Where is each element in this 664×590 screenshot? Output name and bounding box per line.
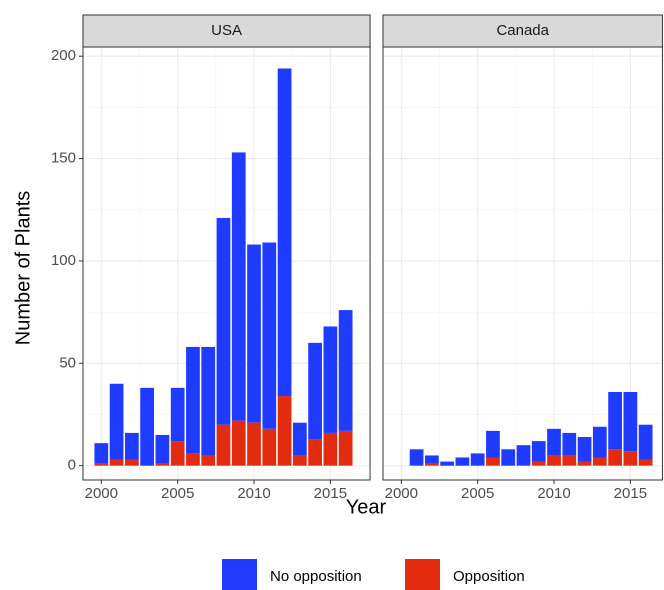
bar (323, 432, 338, 466)
bar (323, 326, 338, 433)
legend-label: No opposition (270, 568, 362, 585)
bar (577, 461, 592, 466)
bar (562, 432, 577, 456)
x-tick-label: 2005 (161, 485, 194, 502)
bar (424, 455, 439, 464)
bar (409, 449, 424, 466)
bar (247, 244, 261, 423)
bar (308, 439, 322, 466)
bar (547, 455, 561, 466)
y-axis-label: Number of Plants (12, 191, 34, 346)
panel-border (82, 46, 371, 481)
bar (231, 152, 246, 421)
y-tick-label: 150 (51, 150, 76, 167)
bar (124, 459, 139, 466)
bar (547, 428, 561, 456)
bar (94, 463, 109, 466)
y-tick-label: 50 (59, 354, 76, 371)
y-tick-label: 100 (51, 252, 76, 269)
x-tick-label: 2015 (614, 485, 647, 502)
bar (277, 68, 292, 397)
bar (608, 391, 622, 450)
x-tick-label: 2000 (385, 485, 418, 502)
bar (109, 459, 124, 466)
x-tick-label: 2000 (85, 485, 118, 502)
bar (486, 457, 500, 466)
bar (577, 437, 592, 462)
facet-title: Canada (496, 22, 549, 39)
y-tick-label: 0 (68, 457, 76, 474)
y-tick-label: 200 (51, 47, 76, 64)
bar (440, 461, 455, 466)
bar (155, 463, 170, 466)
bar (338, 310, 353, 431)
bar (94, 443, 109, 464)
bar (608, 449, 622, 466)
bar (262, 242, 277, 429)
bar (186, 346, 200, 454)
bar (231, 420, 246, 466)
x-axis-label: Year (346, 496, 387, 518)
bar (592, 426, 607, 458)
bar (247, 422, 261, 466)
bar (216, 217, 231, 425)
bar (638, 424, 653, 460)
bar (486, 430, 500, 458)
strip (82, 14, 371, 48)
x-tick-label: 2010 (537, 485, 570, 502)
x-tick-label: 2010 (237, 485, 270, 502)
legend-key (405, 559, 440, 590)
bar (592, 457, 607, 466)
bar (562, 455, 577, 466)
x-tick-label: 2005 (461, 485, 494, 502)
bar (623, 451, 638, 466)
strip (382, 14, 663, 48)
bar (216, 424, 231, 466)
bar (170, 441, 185, 466)
bar (424, 463, 439, 466)
bar (623, 391, 638, 452)
bar (155, 434, 170, 464)
bar (470, 453, 485, 466)
bar (308, 342, 322, 440)
x-tick-label: 2015 (314, 485, 347, 502)
bar (277, 396, 292, 466)
legend-key (222, 559, 257, 590)
facet-title: USA (211, 22, 242, 39)
bar (638, 459, 653, 466)
legend-label: Opposition (453, 568, 525, 585)
bar (186, 453, 200, 466)
bar (531, 461, 546, 466)
bar (455, 457, 470, 466)
bar (109, 383, 124, 460)
panel-border (382, 46, 663, 481)
bar (516, 445, 531, 466)
bar (140, 387, 155, 466)
bar (338, 430, 353, 466)
bar (201, 346, 216, 456)
bar (201, 455, 216, 466)
bar (292, 455, 307, 466)
bar (124, 432, 139, 460)
bar (501, 449, 516, 466)
bar (531, 441, 546, 462)
bar (292, 422, 307, 456)
bar (170, 387, 185, 442)
bar (262, 428, 277, 466)
